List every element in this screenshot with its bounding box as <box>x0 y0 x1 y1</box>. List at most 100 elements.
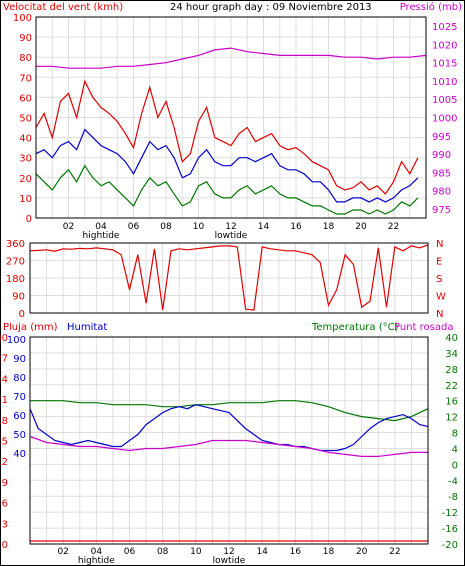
panel3-series-line-1 <box>29 404 429 452</box>
panel3-hour-tick: 02 <box>57 547 68 557</box>
humidity-tick-label: 40 <box>13 449 26 460</box>
panel1-series-line-3 <box>36 47 427 69</box>
panel1-hour-tick: 04 <box>95 222 107 232</box>
panel1-hour-tick: 12 <box>225 222 236 232</box>
panel1-hour-tick: 20 <box>355 222 367 232</box>
panel3-series-line-2 <box>29 435 428 457</box>
panel3-hour-tick: 08 <box>157 547 169 557</box>
panel3-hour-tick: 04 <box>91 547 103 557</box>
rain-tick-label: 18 <box>0 416 8 427</box>
temperature-tick-label: 34 <box>445 349 458 360</box>
panel3-hour-tick: 10 <box>190 547 202 557</box>
compass-tick-label: W <box>436 292 446 303</box>
panel1-hour-tick: 10 <box>193 222 205 232</box>
humidity-tick-label: 100 <box>7 335 26 346</box>
panel3-hour-tick: 22 <box>389 547 400 557</box>
rain-axis-label: Pluja (mm) <box>3 322 58 333</box>
panel1-series-line-0 <box>35 79 419 195</box>
panel1-series <box>35 47 427 215</box>
wind-tick-label: 90 <box>19 33 32 44</box>
wind-tick-label: 100 <box>13 13 32 24</box>
panel1-hour-tick: 08 <box>160 222 172 232</box>
direction-tick-label: 0 <box>19 309 25 320</box>
direction-tick-label: 90 <box>12 292 25 303</box>
pressure-tick-label: 980 <box>432 187 451 198</box>
panel1-series-line-1 <box>35 128 419 203</box>
compass-tick-label: N <box>436 309 443 320</box>
tide-annotation: hightide <box>78 556 115 566</box>
pressure-tick-label: 995 <box>432 132 451 143</box>
pressure-axis-label: Pressió (mb) <box>400 1 462 13</box>
wind-pressure-panel: Velocitat del vent (kmh) 24 hour graph d… <box>3 1 462 241</box>
panel1-frame <box>35 16 427 219</box>
rain-tick-label: 21 <box>0 395 8 406</box>
panel3-hour-tick: 14 <box>256 547 268 557</box>
panel3-axis-labels: -20-16-12-8-4048121622283440036912151821… <box>0 333 458 566</box>
panel1-hour-tick: 14 <box>258 222 270 232</box>
humidity-tick-label: 50 <box>13 430 26 441</box>
wind-tick-label: 70 <box>19 73 32 84</box>
wind-direction-line <box>29 244 429 311</box>
pressure-tick-label: 985 <box>432 168 451 179</box>
temperature-tick-label: 8 <box>452 429 458 440</box>
temperature-tick-label: 12 <box>445 413 458 424</box>
temperature-tick-label: 22 <box>445 381 458 392</box>
temperature-tick-label: 28 <box>445 365 458 376</box>
humidity-axis-label: Humitat <box>67 322 107 333</box>
tide-annotation: lowtide <box>213 556 246 566</box>
rain-tick-label: 9 <box>2 478 8 489</box>
temperature-tick-label: 0 <box>452 460 458 471</box>
panel1-hour-tick: 06 <box>128 222 140 232</box>
direction-tick-label: 360 <box>6 239 25 250</box>
panel1-axis-labels: 0102030405060708090100975980985990995100… <box>13 13 458 241</box>
wind-tick-label: 60 <box>19 93 32 104</box>
humidity-tick-label: 80 <box>13 373 26 384</box>
wind-tick-label: 0 <box>26 214 32 225</box>
rain-tick-label: 0 <box>2 540 8 551</box>
humidity-tick-label: 60 <box>13 411 26 422</box>
panel3-series <box>29 400 429 542</box>
panel2-frame <box>29 242 429 314</box>
panel3-hour-tick: 18 <box>323 547 335 557</box>
pressure-tick-label: 1020 <box>432 40 457 51</box>
rain-tick-label: 27 <box>0 354 8 365</box>
panel2-grid <box>30 242 428 314</box>
pressure-tick-label: 1005 <box>432 95 457 106</box>
direction-tick-label: 270 <box>6 257 25 268</box>
panel3-hour-tick: 16 <box>290 547 302 557</box>
tide-annotation: lowtide <box>215 231 248 241</box>
temperature-tick-label: -12 <box>442 508 458 519</box>
pressure-tick-label: 975 <box>432 205 451 216</box>
rain-tick-label: 6 <box>2 499 8 510</box>
humidity-tick-label: 70 <box>13 392 26 403</box>
wind-tick-label: 20 <box>19 174 32 185</box>
temperature-tick-label: -8 <box>448 492 458 503</box>
panel3-frame <box>29 336 429 545</box>
tide-annotation: hightide <box>83 231 120 241</box>
panel1-hour-tick: 16 <box>290 222 302 232</box>
panel3-hour-tick: 06 <box>124 547 136 557</box>
pressure-tick-label: 1025 <box>432 22 457 33</box>
panel2-series <box>29 244 429 311</box>
dewpoint-axis-label: Punt rosada <box>394 322 453 333</box>
temperature-axis-label: Temperatura (°C) <box>311 322 399 333</box>
panel1-series-line-2 <box>35 164 419 215</box>
temperature-tick-label: 4 <box>452 444 458 455</box>
panel1-hour-tick: 02 <box>63 222 74 232</box>
compass-tick-label: E <box>436 257 442 268</box>
panel1-hour-tick: 18 <box>323 222 335 232</box>
wind-tick-label: 30 <box>19 154 32 165</box>
wind-tick-label: 80 <box>19 53 32 64</box>
rain-tick-label: 30 <box>0 333 8 344</box>
wind-tick-label: 40 <box>19 134 32 145</box>
pressure-tick-label: 1000 <box>432 114 457 125</box>
temperature-tick-label: -16 <box>442 524 458 535</box>
humidity-tick-label: 90 <box>13 354 26 365</box>
temperature-tick-label: 40 <box>445 333 458 344</box>
wind-tick-label: 50 <box>19 114 32 125</box>
wind-speed-axis-label: Velocitat del vent (kmh) <box>3 2 123 13</box>
